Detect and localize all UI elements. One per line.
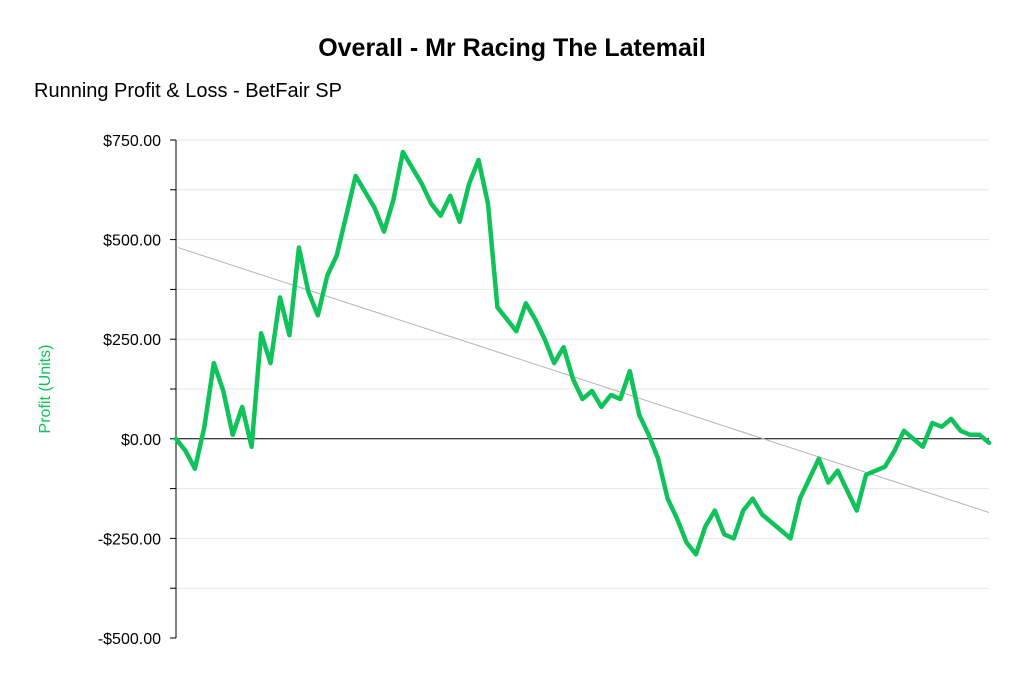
y-ticks	[170, 139, 176, 639]
y-tick-label: $250.00	[103, 332, 161, 349]
grid-lines	[176, 139, 989, 589]
trend-line	[177, 247, 990, 513]
chart-subtitle: Running Profit & Loss - BetFair SP	[34, 80, 342, 102]
y-tick-label: $500.00	[103, 233, 161, 250]
y-tick-label: -$250.00	[98, 531, 161, 548]
y-tick-label: -$500.00	[98, 631, 161, 648]
profit-series-line	[173, 149, 992, 557]
chart-title: Overall - Mr Racing The Latemail	[318, 34, 706, 62]
y-tick-label: $0.00	[121, 432, 161, 449]
y-tick-label: $750.00	[103, 133, 161, 150]
y-tick-labels: $750.00 $500.00 $250.00 $0.00 -$250.00 -$500.…	[98, 133, 161, 648]
